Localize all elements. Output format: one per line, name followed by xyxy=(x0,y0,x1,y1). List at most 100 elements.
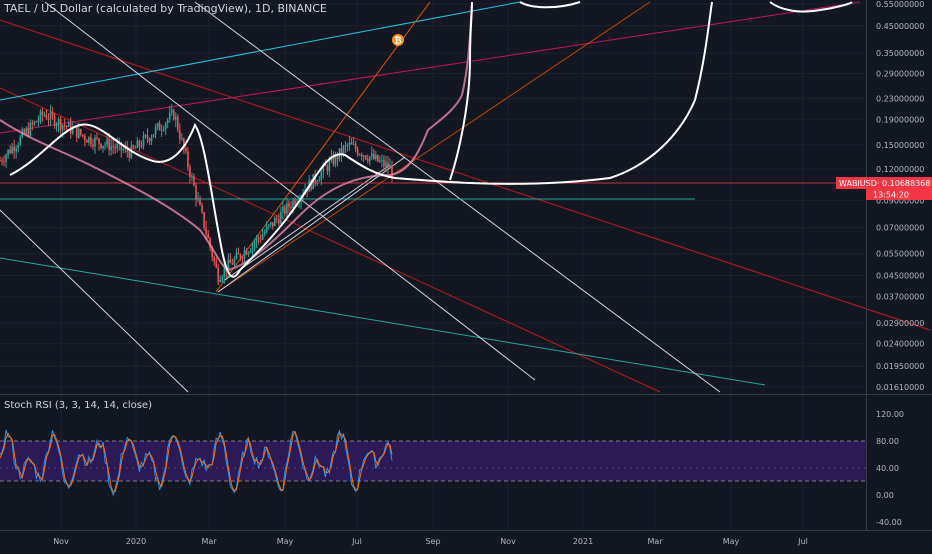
price-tick-label: 0.07000000 xyxy=(876,224,924,233)
candle-body xyxy=(185,148,187,152)
candle-body xyxy=(205,228,207,235)
candle-body xyxy=(71,127,74,134)
price-axis[interactable]: 0.55000000 0.45000000 0.35000000 0.29000000… xyxy=(876,0,924,392)
price-tick-label: 0.01950000 xyxy=(876,362,924,371)
candle-body xyxy=(211,247,213,258)
trend-line[interactable] xyxy=(0,1,861,134)
time-tick-label: Nov xyxy=(53,537,69,546)
price-tick-label: 0.03700000 xyxy=(876,293,924,302)
candle-body xyxy=(276,218,278,220)
candle-body xyxy=(75,126,78,138)
candle-body xyxy=(158,123,161,131)
trend-line[interactable] xyxy=(194,1,721,393)
rsi-tick-label: 80.00 xyxy=(876,437,899,446)
trend-line[interactable] xyxy=(0,209,189,393)
candle-body xyxy=(243,250,246,259)
candle-body xyxy=(284,206,286,214)
candle-body xyxy=(100,143,102,149)
trend-line[interactable] xyxy=(0,19,931,331)
candle-body xyxy=(235,252,238,259)
trend-line[interactable] xyxy=(215,1,431,293)
candle-body xyxy=(15,148,17,152)
candle-body xyxy=(37,120,40,123)
time-tick-label: Mar xyxy=(647,537,663,546)
candle-body xyxy=(86,140,88,143)
trend-lines[interactable] xyxy=(0,1,931,393)
candle-body xyxy=(255,237,258,243)
rsi-tick-label: 120.00 xyxy=(876,410,904,419)
candle-body xyxy=(373,153,375,160)
candle-body xyxy=(286,203,288,214)
price-tick-label: 0.04500000 xyxy=(876,272,924,281)
candle-body xyxy=(90,136,92,145)
trend-line[interactable] xyxy=(0,87,661,393)
candle-body xyxy=(219,279,222,282)
candle-body xyxy=(156,123,159,128)
price-tick-label: 0.02900000 xyxy=(876,319,924,328)
candle-body xyxy=(358,154,361,156)
rsi-axis[interactable]: 120.00 80.00 40.00 0.00 -40.00 xyxy=(876,410,904,527)
stoch-d-line xyxy=(0,430,393,493)
price-tick-label: 0.19000000 xyxy=(876,115,924,124)
price-tick-label: 0.23000000 xyxy=(876,95,924,104)
candle-body xyxy=(217,267,220,282)
candle-body xyxy=(368,156,371,162)
candle-body xyxy=(199,198,201,205)
candle-body xyxy=(134,147,137,149)
trend-line[interactable] xyxy=(217,1,651,293)
candle-body xyxy=(326,166,329,172)
candle-body xyxy=(142,135,145,147)
trend-line[interactable] xyxy=(217,156,406,293)
candle-body xyxy=(49,111,52,120)
candle-body xyxy=(271,222,274,227)
candle-body xyxy=(144,135,147,137)
candle-body xyxy=(146,135,149,139)
candle-body xyxy=(1,160,3,162)
candle-body xyxy=(387,162,389,169)
candle-body xyxy=(348,142,351,146)
candle-body xyxy=(197,198,199,200)
bitcoin-icon[interactable]: ₿ xyxy=(392,34,404,47)
candle-body xyxy=(92,144,94,147)
candle-body xyxy=(342,146,345,155)
candle-body xyxy=(164,123,167,130)
stoch-rsi-pane[interactable] xyxy=(0,429,866,497)
candle-body xyxy=(237,252,240,255)
trend-line[interactable] xyxy=(44,1,536,381)
candle-body xyxy=(364,155,367,159)
candle-body xyxy=(350,142,353,145)
candle-body xyxy=(389,165,391,169)
candle-body xyxy=(13,146,15,152)
candle-body xyxy=(41,111,44,115)
price-badge-countdown: 13:54:20 xyxy=(873,191,909,200)
candle-body xyxy=(152,134,155,138)
candle-body xyxy=(316,181,319,183)
candle-body xyxy=(120,142,123,151)
trend-line[interactable] xyxy=(224,164,391,281)
white-curve-3 xyxy=(519,1,581,9)
candle-body xyxy=(383,159,385,167)
candle-body xyxy=(39,111,42,121)
trend-line[interactable] xyxy=(0,257,766,386)
candle-body xyxy=(67,122,70,127)
candle-body xyxy=(168,112,171,120)
time-axis[interactable]: Nov 2020 Mar May Jul Sep Nov 2021 Mar May Jul xyxy=(53,537,808,546)
svg-text:₿: ₿ xyxy=(394,36,401,47)
candle-body xyxy=(328,160,331,172)
time-tick-label: 2020 xyxy=(126,537,146,546)
candle-body xyxy=(239,254,242,259)
candle-body xyxy=(223,267,226,277)
price-tick-label: 0.15000000 xyxy=(876,141,924,150)
candle-body xyxy=(108,139,110,151)
trend-line[interactable] xyxy=(0,1,521,101)
candle-body xyxy=(193,176,195,186)
candle-body xyxy=(385,162,387,167)
candle-body xyxy=(282,206,284,213)
candle-body xyxy=(181,138,183,140)
white-curve-2 xyxy=(449,1,473,181)
candle-body xyxy=(253,242,256,245)
price-tick-label: 0.55000000 xyxy=(876,0,924,9)
candle-body xyxy=(177,116,179,131)
